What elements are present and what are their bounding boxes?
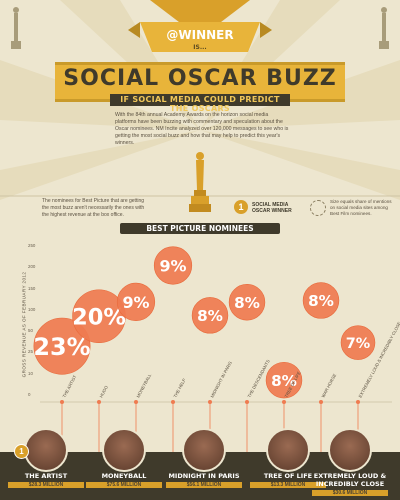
category-label: MIDNIGHT IN PARIS — [209, 360, 232, 398]
y-tick-label: 10 — [28, 370, 33, 376]
winner-badge-icon: 1 — [14, 444, 29, 459]
film-still-image — [24, 428, 68, 472]
y-tick-label: 200 — [28, 264, 36, 270]
film-title: EXTREMELY LOUD & INCREDIBLY CLOSE — [313, 472, 387, 488]
winner-tag: @WINNER — [166, 28, 234, 42]
size-legend-note: Size equals share of mentions on social … — [330, 199, 392, 216]
film-gross: $13.3 MILLION — [250, 482, 326, 488]
category-label: THE HELP — [172, 377, 186, 398]
bubble-mark — [340, 325, 376, 360]
category-dot — [356, 400, 360, 404]
bubble-value-label: 8% — [234, 294, 260, 312]
film-card: EXTREMELY LOUD & INCREDIBLY CLOSE $30.6 M… — [312, 428, 388, 496]
bubble-mark — [302, 282, 340, 319]
legend-note: The nominees for Best Picture that are g… — [42, 198, 145, 218]
oscar-statuette-icon — [189, 152, 211, 212]
film-card: TREE OF LIFE $13.3 MILLION — [250, 428, 326, 488]
subtitle-bar — [110, 94, 290, 106]
film-gross: $56.1 MILLION — [166, 482, 242, 488]
winner-legend-label: SOCIAL MEDIA OSCAR WINNER — [252, 202, 292, 214]
film-gross: $75.6 MILLION — [86, 482, 162, 488]
bubble-mark — [228, 284, 266, 321]
bubble-value-label: 8% — [197, 307, 223, 325]
film-still-image — [182, 428, 226, 472]
category-dot — [60, 400, 64, 404]
bubble-mark — [33, 317, 91, 375]
film-title: MIDNIGHT IN PARIS — [168, 472, 240, 480]
category-dot — [282, 400, 286, 404]
bubble-value-label: 9% — [122, 293, 149, 312]
y-ticks: 250 200 150 100 50 25 10 0 — [0, 0, 35, 397]
y-tick-label: 0 — [28, 392, 31, 397]
film-card: MIDNIGHT IN PARIS $56.1 MILLION — [166, 428, 242, 488]
bubble-value-label: 23% — [33, 333, 90, 361]
size-legend-icon — [310, 200, 326, 216]
film-list: THE ARTIST $28.3 MILLION MONEYBALL $75.6 MI… — [0, 0, 388, 496]
y-tick-label: 250 — [28, 243, 36, 248]
film-title: TREE OF LIFE — [263, 472, 313, 480]
category-dot — [171, 400, 175, 404]
bubble-value-label: 8% — [308, 292, 334, 310]
winner-tag-sub: IS... — [193, 44, 207, 51]
page-title: SOCIAL OSCAR BUZZ — [63, 66, 337, 91]
winner-badge-icon: 1 — [234, 200, 248, 214]
category-label: MONEYBALL — [135, 372, 152, 398]
section-title: BEST PICTURE NOMINEES — [146, 224, 254, 233]
bubble-mark — [153, 246, 193, 285]
film-title: MONEYBALL — [101, 472, 147, 480]
oscar-statuette-icon — [379, 7, 389, 49]
category-dot — [134, 400, 138, 404]
bubble-mark — [191, 297, 229, 334]
bubble-mark — [116, 282, 156, 321]
y-tick-label: 25 — [28, 349, 33, 355]
film-title: THE ARTIST — [24, 472, 68, 480]
category-label: HUGO — [98, 384, 109, 398]
film-gross: $30.6 MILLION — [312, 490, 388, 496]
film-card: MONEYBALL $75.6 MILLION — [86, 428, 162, 488]
film-still-image — [328, 428, 372, 472]
bubble-value-label: 20% — [72, 305, 126, 331]
intro-text: With the 84th annual Academy Awards on t… — [115, 112, 289, 146]
bubble-value-label: 7% — [346, 336, 370, 352]
bubble-mark — [265, 361, 303, 399]
y-tick-label: 50 — [28, 328, 33, 334]
category-label: THE ARTIST — [61, 374, 77, 399]
section-title-bar — [120, 223, 280, 234]
category-dot — [208, 400, 212, 404]
bubble-value-label: 8% — [271, 372, 297, 390]
film-still-image — [266, 428, 310, 472]
film-gross: $28.3 MILLION — [8, 482, 84, 488]
film-still-image — [102, 428, 146, 472]
film-card: THE ARTIST $28.3 MILLION — [8, 428, 84, 488]
y-tick-label: 100 — [28, 306, 36, 312]
y-tick-label: 150 — [28, 285, 36, 291]
category-dot — [245, 400, 249, 404]
category-dot — [97, 400, 101, 404]
page-subtitle: IF SOCIAL MEDIA COULD PREDICT THE OSCARS — [120, 95, 280, 113]
category-dot — [319, 400, 323, 404]
bubble-value-label: 9% — [159, 256, 186, 275]
oscar-statuette-icon — [11, 7, 21, 49]
category-label: WAR HORSE — [320, 373, 337, 399]
header-ribbon — [128, 0, 272, 52]
